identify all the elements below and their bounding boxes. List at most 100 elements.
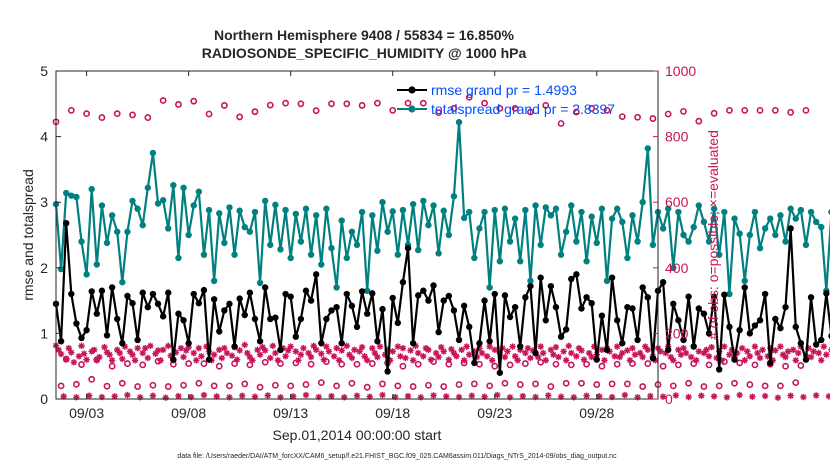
rmse-point <box>134 336 141 344</box>
totalspread-point <box>685 238 692 245</box>
totalspread-point <box>731 215 738 222</box>
rmse-point <box>680 336 687 344</box>
y-right-tick-label: 200 <box>665 325 689 341</box>
evaluated-point <box>239 392 246 399</box>
rmse-point <box>665 346 672 353</box>
evaluated-point <box>392 393 399 401</box>
rmse-point <box>282 290 289 298</box>
y-right-tick-label: 1000 <box>665 63 696 79</box>
evaluated-point <box>437 343 445 351</box>
rmse-point <box>756 317 764 324</box>
possible-point <box>547 383 555 390</box>
rmse-point <box>649 355 657 362</box>
possible-point <box>756 106 764 114</box>
totalspread-point <box>802 241 810 249</box>
evaluated-point <box>611 353 618 360</box>
possible-point <box>379 380 386 388</box>
evaluated-point <box>116 349 123 357</box>
evaluated-point <box>721 343 728 350</box>
evaluated-point <box>476 344 483 352</box>
evaluated-point <box>210 351 218 358</box>
possible-point <box>761 382 769 390</box>
evaluated-point <box>417 394 424 401</box>
evaluated-point <box>578 347 585 354</box>
evaluated-point <box>213 393 220 400</box>
rmse-point <box>603 346 611 353</box>
evaluated-point <box>779 351 787 358</box>
evaluated-point <box>126 348 134 355</box>
possible-point <box>256 383 264 391</box>
evaluated-point <box>149 392 157 399</box>
totalspread-point <box>527 277 534 285</box>
possible-point <box>623 380 631 388</box>
evaluated-point <box>261 347 269 354</box>
totalspread-point <box>772 231 779 239</box>
rmse-point <box>823 290 830 297</box>
evaluated-point <box>386 357 394 364</box>
evaluated-point <box>545 392 552 399</box>
rmse-point <box>389 294 396 302</box>
totalspread-point <box>455 118 463 126</box>
totalspread-point <box>190 202 197 209</box>
evaluated-point <box>486 343 493 350</box>
rmse-point <box>583 294 590 301</box>
rmse-point <box>761 290 769 298</box>
evaluated-point <box>307 353 315 361</box>
evaluated-point <box>494 391 501 399</box>
rmse-point <box>537 274 544 281</box>
rmse-point <box>369 290 376 297</box>
evaluated-point <box>335 357 343 364</box>
evaluated-point <box>83 356 90 363</box>
evaluated-point <box>389 348 396 355</box>
totalspread-point <box>675 208 682 216</box>
evaluated-point <box>267 354 274 362</box>
evaluated-point <box>550 351 557 358</box>
evaluated-point <box>440 348 447 355</box>
possible-point <box>241 380 249 388</box>
possible-point <box>476 360 483 368</box>
rmse-point <box>634 336 641 344</box>
evaluated-point <box>455 393 463 401</box>
possible-point <box>261 358 269 366</box>
rmse-point <box>98 287 106 294</box>
totalspread-point <box>598 205 606 212</box>
evaluated-point <box>427 356 435 363</box>
possible-point <box>205 110 213 118</box>
evaluated-point <box>568 349 575 357</box>
evaluated-point <box>124 391 131 399</box>
rmse-point <box>593 356 600 363</box>
totalspread-point <box>818 223 825 231</box>
totalspread-point <box>364 287 371 294</box>
x-tick-label: 09/28 <box>579 405 614 421</box>
possible-point <box>751 361 759 369</box>
evaluated-point <box>687 353 695 361</box>
rmse-point <box>292 333 299 340</box>
evaluated-point <box>741 357 748 364</box>
evaluated-point <box>277 394 284 401</box>
evaluated-point <box>703 346 710 353</box>
evaluated-point <box>769 357 776 364</box>
possible-point <box>190 97 198 105</box>
rmse-point <box>705 330 713 337</box>
rmse-point <box>782 303 789 311</box>
totalspread-point <box>88 185 95 193</box>
rmse-point <box>358 288 366 295</box>
rmse-point <box>517 343 524 350</box>
evaluated-point <box>351 346 358 353</box>
evaluated-point <box>700 349 708 357</box>
evaluated-point <box>358 343 366 351</box>
evaluated-point <box>815 349 822 357</box>
totalspread-point <box>476 225 483 232</box>
rmse-point <box>481 297 488 304</box>
evaluated-point <box>144 354 152 362</box>
rmse-point <box>323 315 330 323</box>
possible-point <box>603 106 611 114</box>
rmse-point <box>608 274 616 281</box>
totalspread-point <box>358 208 366 216</box>
possible-point <box>73 380 80 388</box>
evaluated-point <box>320 356 328 363</box>
possible-point <box>618 113 626 120</box>
totalspread-point <box>792 215 799 222</box>
possible-point <box>578 379 585 387</box>
rmse-point <box>445 292 453 300</box>
